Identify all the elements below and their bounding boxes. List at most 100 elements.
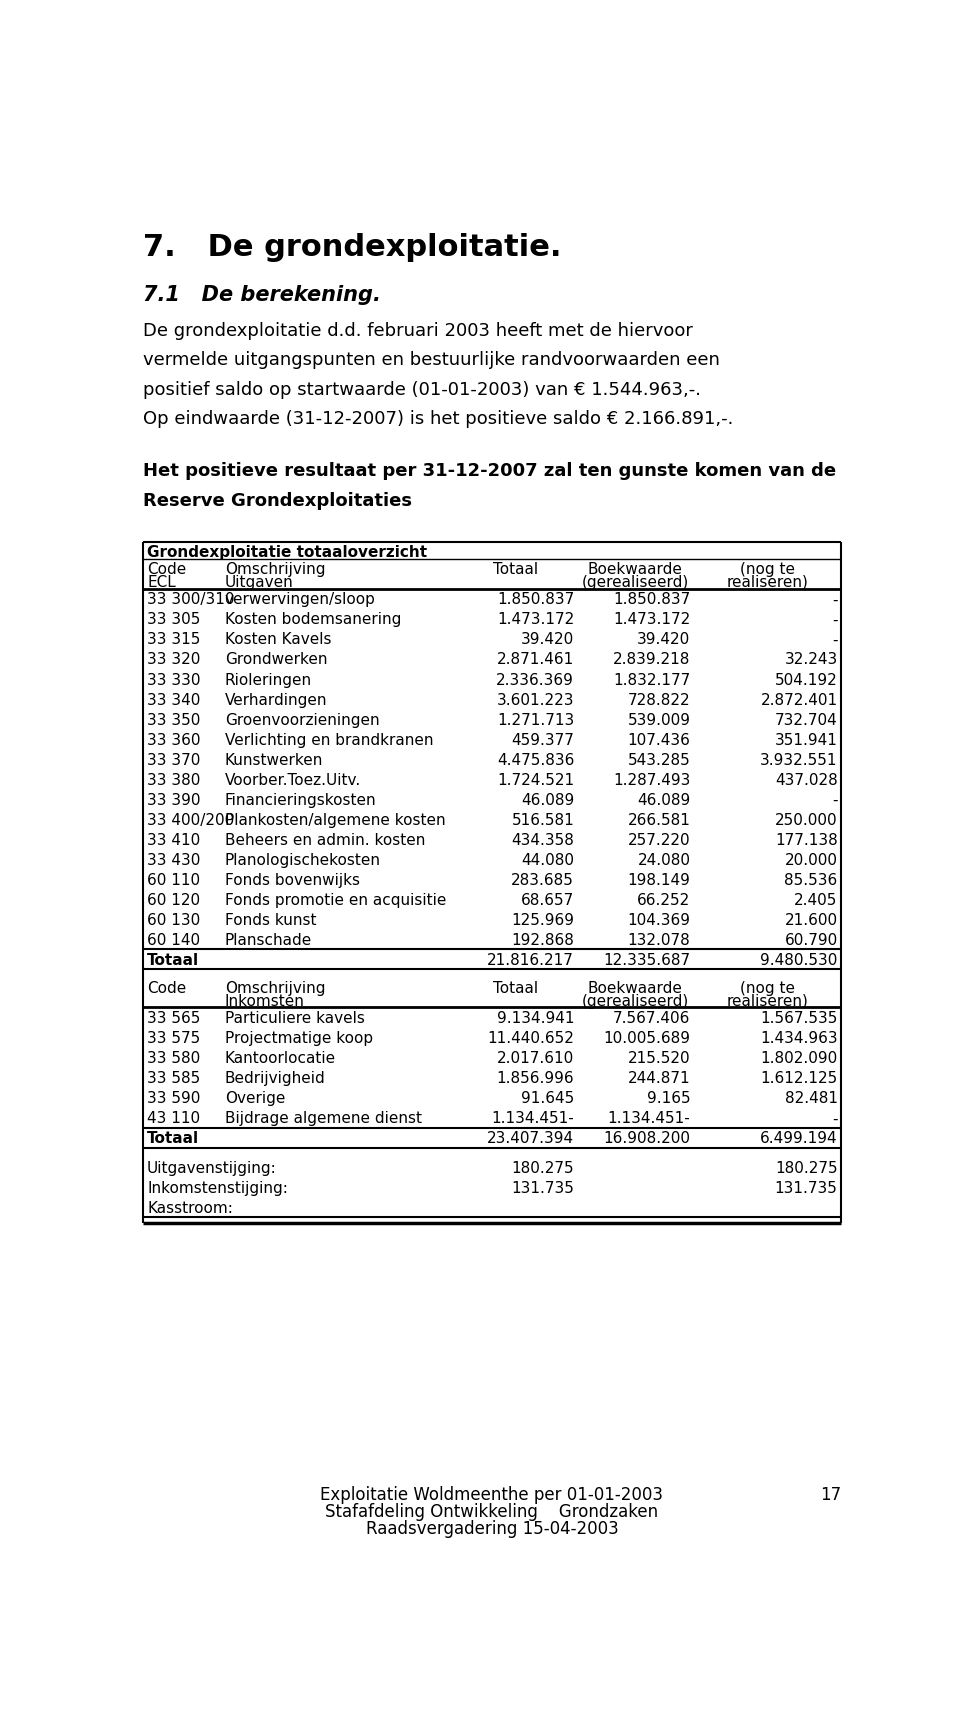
Text: 7.567.406: 7.567.406	[613, 1012, 690, 1027]
Text: Stafafdeling Ontwikkeling    Grondzaken: Stafafdeling Ontwikkeling Grondzaken	[325, 1503, 659, 1522]
Text: 21.816.217: 21.816.217	[488, 953, 574, 968]
Text: 33 340: 33 340	[147, 692, 201, 708]
Text: 24.080: 24.080	[637, 852, 690, 868]
Text: 1.802.090: 1.802.090	[760, 1051, 838, 1067]
Text: 2.871.461: 2.871.461	[497, 652, 574, 668]
Text: Rioleringen: Rioleringen	[225, 673, 312, 687]
Text: 17: 17	[820, 1487, 841, 1504]
Text: 180.275: 180.275	[775, 1161, 838, 1176]
Text: Boekwaarde: Boekwaarde	[588, 982, 683, 996]
Text: 107.436: 107.436	[628, 732, 690, 748]
Text: Boekwaarde: Boekwaarde	[588, 562, 683, 578]
Text: Kunstwerken: Kunstwerken	[225, 753, 323, 767]
Text: Verhardingen: Verhardingen	[225, 692, 327, 708]
Text: Op eindwaarde (31-12-2007) is het positieve saldo € 2.166.891,-.: Op eindwaarde (31-12-2007) is het positi…	[143, 409, 733, 429]
Text: 10.005.689: 10.005.689	[604, 1031, 690, 1046]
Text: 1.850.837: 1.850.837	[497, 592, 574, 607]
Text: 21.600: 21.600	[784, 913, 838, 928]
Text: 33 410: 33 410	[147, 833, 201, 848]
Text: Kosten Kavels: Kosten Kavels	[225, 633, 331, 647]
Text: 1.832.177: 1.832.177	[613, 673, 690, 687]
Text: Totaal: Totaal	[147, 953, 200, 968]
Text: 104.369: 104.369	[628, 913, 690, 928]
Text: Fonds kunst: Fonds kunst	[225, 913, 316, 928]
Text: Het positieve resultaat per 31-12-2007 zal ten gunste komen van de: Het positieve resultaat per 31-12-2007 z…	[143, 462, 836, 481]
Text: -: -	[832, 592, 838, 607]
Text: 180.275: 180.275	[512, 1161, 574, 1176]
Text: 1.134.451-: 1.134.451-	[608, 1112, 690, 1126]
Text: 351.941: 351.941	[775, 732, 838, 748]
Text: Planologischekosten: Planologischekosten	[225, 852, 380, 868]
Text: 1.287.493: 1.287.493	[613, 772, 690, 788]
Text: 2.336.369: 2.336.369	[496, 673, 574, 687]
Text: De grondexploitatie d.d. februari 2003 heeft met de hiervoor: De grondexploitatie d.d. februari 2003 h…	[143, 323, 693, 340]
Text: 33 360: 33 360	[147, 732, 201, 748]
Text: 539.009: 539.009	[628, 713, 690, 727]
Text: 1.434.963: 1.434.963	[760, 1031, 838, 1046]
Text: 46.089: 46.089	[521, 793, 574, 807]
Text: 33 305: 33 305	[147, 612, 201, 628]
Text: Verlichting en brandkranen: Verlichting en brandkranen	[225, 732, 433, 748]
Text: Reserve Grondexploitaties: Reserve Grondexploitaties	[143, 491, 412, 510]
Text: 728.822: 728.822	[628, 692, 690, 708]
Text: 543.285: 543.285	[628, 753, 690, 767]
Text: vermelde uitgangspunten en bestuurlijke randvoorwaarden een: vermelde uitgangspunten en bestuurlijke …	[143, 352, 720, 370]
Text: 43 110: 43 110	[147, 1112, 201, 1126]
Text: Fonds bovenwijks: Fonds bovenwijks	[225, 873, 360, 888]
Text: Particuliere kavels: Particuliere kavels	[225, 1012, 365, 1027]
Text: Code: Code	[147, 982, 186, 996]
Text: 33 580: 33 580	[147, 1051, 201, 1067]
Text: -: -	[832, 1112, 838, 1126]
Text: 2.405: 2.405	[794, 894, 838, 907]
Text: 33 565: 33 565	[147, 1012, 201, 1027]
Text: Uitgavenstijging:: Uitgavenstijging:	[147, 1161, 276, 1176]
Text: Bijdrage algemene dienst: Bijdrage algemene dienst	[225, 1112, 421, 1126]
Text: 33 370: 33 370	[147, 753, 201, 767]
Text: -: -	[832, 633, 838, 647]
Text: 44.080: 44.080	[521, 852, 574, 868]
Text: 60.790: 60.790	[784, 933, 838, 947]
Text: Plankosten/algemene kosten: Plankosten/algemene kosten	[225, 812, 445, 828]
Text: 33 585: 33 585	[147, 1072, 201, 1086]
Text: Beheers en admin. kosten: Beheers en admin. kosten	[225, 833, 425, 848]
Text: 516.581: 516.581	[512, 812, 574, 828]
Text: Omschrijving: Omschrijving	[225, 982, 325, 996]
Text: 20.000: 20.000	[784, 852, 838, 868]
Text: Code: Code	[147, 562, 186, 578]
Text: 215.520: 215.520	[628, 1051, 690, 1067]
Text: 33 575: 33 575	[147, 1031, 201, 1046]
Text: 283.685: 283.685	[512, 873, 574, 888]
Text: 3.601.223: 3.601.223	[496, 692, 574, 708]
Text: Uitgaven: Uitgaven	[225, 574, 294, 590]
Text: 198.149: 198.149	[628, 873, 690, 888]
Text: 9.134.941: 9.134.941	[496, 1012, 574, 1027]
Text: 459.377: 459.377	[512, 732, 574, 748]
Text: 33 400/200: 33 400/200	[147, 812, 234, 828]
Text: verwervingen/sloop: verwervingen/sloop	[225, 592, 375, 607]
Text: 504.192: 504.192	[775, 673, 838, 687]
Text: Totaal: Totaal	[492, 982, 538, 996]
Text: 60 110: 60 110	[147, 873, 201, 888]
Text: 66.252: 66.252	[637, 894, 690, 907]
Text: 39.420: 39.420	[637, 633, 690, 647]
Text: Bedrijvigheid: Bedrijvigheid	[225, 1072, 325, 1086]
Text: 2.839.218: 2.839.218	[613, 652, 690, 668]
Text: 33 300/310: 33 300/310	[147, 592, 234, 607]
Text: 12.335.687: 12.335.687	[603, 953, 690, 968]
Text: 244.871: 244.871	[628, 1072, 690, 1086]
Text: 11.440.652: 11.440.652	[488, 1031, 574, 1046]
Text: 192.868: 192.868	[512, 933, 574, 947]
Text: realiseren): realiseren)	[726, 994, 808, 1008]
Text: (nog te: (nog te	[739, 982, 795, 996]
Text: 177.138: 177.138	[775, 833, 838, 848]
Text: Raadsvergadering 15-04-2003: Raadsvergadering 15-04-2003	[366, 1520, 618, 1539]
Text: Inkomsten: Inkomsten	[225, 994, 304, 1008]
Text: 60 130: 60 130	[147, 913, 201, 928]
Text: 33 315: 33 315	[147, 633, 201, 647]
Text: Overige: Overige	[225, 1091, 285, 1107]
Text: 1.850.837: 1.850.837	[613, 592, 690, 607]
Text: (gerealiseerd): (gerealiseerd)	[582, 574, 689, 590]
Text: 3.932.551: 3.932.551	[760, 753, 838, 767]
Text: 85.536: 85.536	[784, 873, 838, 888]
Text: Exploitatie Woldmeenthe per 01-01-2003: Exploitatie Woldmeenthe per 01-01-2003	[321, 1487, 663, 1504]
